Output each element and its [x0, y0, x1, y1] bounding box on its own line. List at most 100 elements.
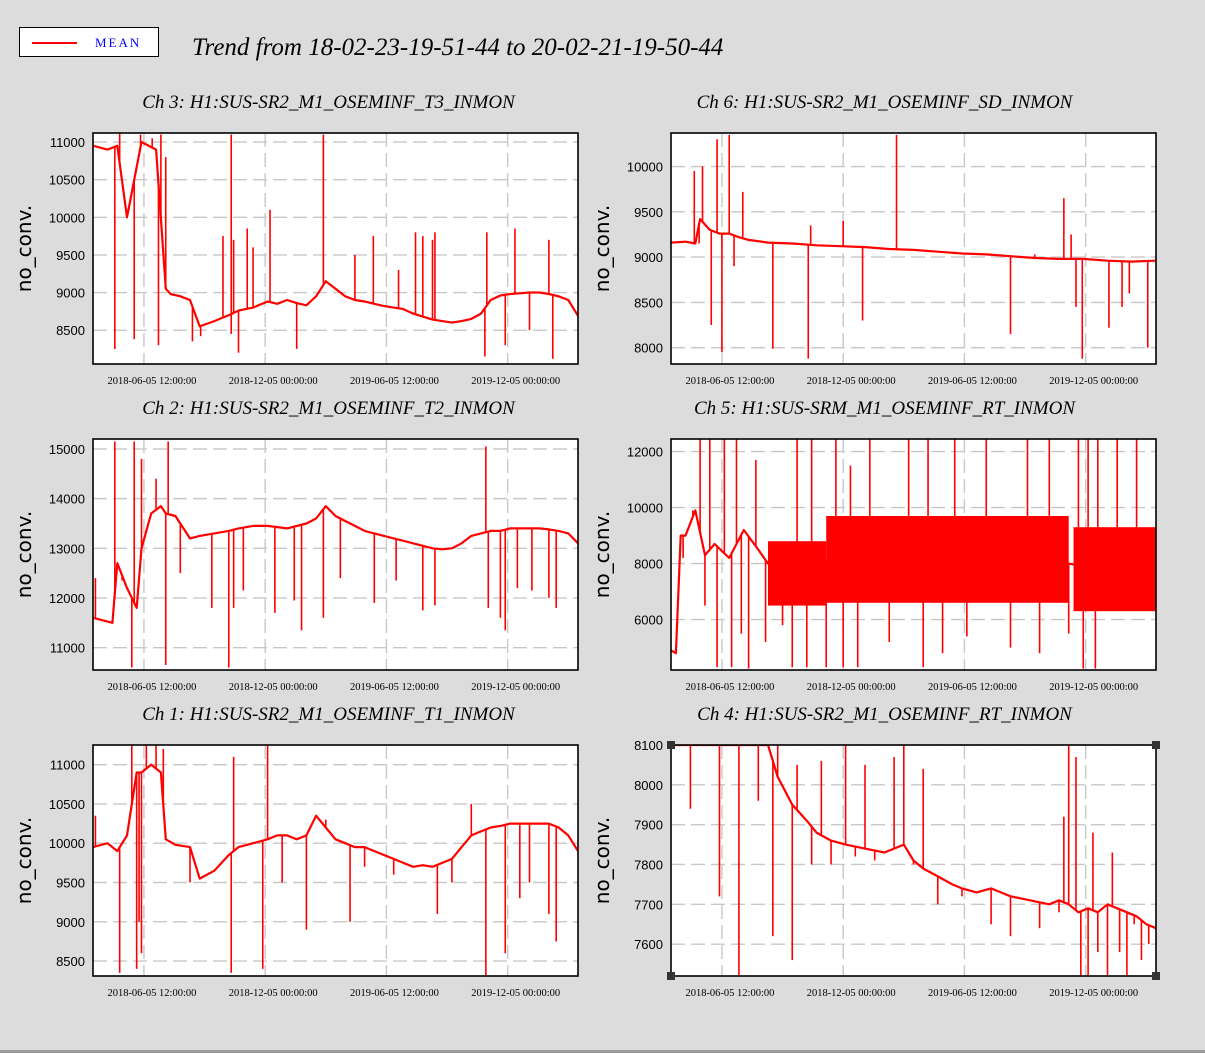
series-line	[93, 505, 578, 624]
y-tick-label: 7700	[634, 897, 663, 912]
y-tick-label: 9000	[56, 915, 85, 930]
y-tick-label: 11000	[50, 135, 85, 150]
x-tick-label: 2019-06-05 12:00:00	[928, 682, 1017, 693]
y-axis-label: no_conv.	[590, 205, 614, 292]
legend: MEAN	[19, 27, 159, 57]
y-tick-label: 8500	[56, 954, 85, 969]
selection-handle	[667, 972, 675, 980]
bottom-divider	[0, 1050, 1205, 1053]
chart-panel-4: Ch 5: H1:SUS-SRM_M1_OSEMINF_RT_INMON 6000…	[590, 398, 1157, 693]
chart-title: Ch 3: H1:SUS-SR2_M1_OSEMINF_T3_INMON	[142, 92, 516, 113]
y-tick-label: 10000	[49, 210, 85, 225]
y-tick-label: 10000	[627, 160, 663, 175]
x-tick-label: 2018-06-05 12:00:00	[107, 376, 196, 387]
x-tick-label: 2018-12-05 00:00:00	[229, 376, 318, 387]
y-tick-label: 7600	[634, 937, 663, 952]
x-tick-label: 2019-12-05 00:00:00	[471, 988, 560, 999]
x-tick-label: 2019-12-05 00:00:00	[471, 682, 560, 693]
y-tick-label: 11000	[50, 758, 85, 773]
y-tick-label: 12000	[49, 591, 85, 606]
x-tick-label: 2019-12-05 00:00:00	[471, 376, 560, 387]
y-tick-label: 6000	[634, 613, 663, 628]
x-tick-label: 2019-12-05 00:00:00	[1049, 682, 1138, 693]
plot-series-group	[93, 133, 578, 359]
x-tick-label: 2019-06-05 12:00:00	[350, 376, 439, 387]
plot-area	[93, 133, 578, 364]
y-tick-label: 8000	[634, 778, 663, 793]
chart-title: Ch 5: H1:SUS-SRM_M1_OSEMINF_RT_INMON	[694, 398, 1076, 419]
plot-series-group	[671, 745, 1156, 976]
y-tick-label: 7800	[634, 857, 663, 872]
x-tick-label: 2019-06-05 12:00:00	[928, 376, 1017, 387]
y-tick-label: 15000	[49, 442, 85, 457]
x-tick-label: 2018-06-05 12:00:00	[685, 988, 774, 999]
y-axis-label: no_conv.	[12, 817, 36, 904]
y-tick-label: 8500	[634, 295, 663, 310]
chart-title: Ch 4: H1:SUS-SR2_M1_OSEMINF_RT_INMON	[697, 704, 1073, 725]
legend-line-swatch	[32, 42, 77, 44]
x-tick-label: 2018-12-05 00:00:00	[807, 376, 896, 387]
plot-area	[671, 133, 1156, 364]
series-line	[671, 509, 1156, 655]
chart-panel-2: Ch 6: H1:SUS-SR2_M1_OSEMINF_SD_INMON 8000…	[590, 92, 1157, 387]
plot-area	[93, 745, 578, 976]
plot-area	[93, 439, 578, 670]
chart-panel-5: Ch 1: H1:SUS-SR2_M1_OSEMINF_T1_INMON 8500…	[12, 704, 579, 999]
y-tick-label: 14000	[49, 492, 85, 507]
y-axis-label: no_conv.	[12, 205, 36, 292]
plot-series-group	[671, 134, 1156, 359]
y-tick-label: 10000	[627, 501, 663, 516]
plot-frame	[92, 132, 579, 365]
chart-panel-3: Ch 2: H1:SUS-SR2_M1_OSEMINF_T2_INMON 1100…	[12, 398, 579, 693]
chart-panel-6: Ch 4: H1:SUS-SR2_M1_OSEMINF_RT_INMON 7600…	[590, 704, 1157, 999]
legend-label: MEAN	[95, 35, 142, 50]
noise-band	[1073, 527, 1156, 612]
chart-title: Ch 6: H1:SUS-SR2_M1_OSEMINF_SD_INMON	[697, 92, 1074, 113]
series-line	[93, 140, 578, 328]
y-tick-label: 12000	[627, 445, 663, 460]
plot-frame	[670, 744, 1157, 977]
x-tick-label: 2018-06-05 12:00:00	[685, 376, 774, 387]
y-tick-label: 10500	[49, 173, 85, 188]
y-tick-label: 8000	[634, 557, 663, 572]
y-tick-label: 9500	[56, 876, 85, 891]
x-tick-label: 2019-12-05 00:00:00	[1049, 376, 1138, 387]
plot-series-group	[93, 441, 578, 668]
y-tick-label: 7900	[634, 818, 663, 833]
y-axis-label: no_conv.	[590, 817, 614, 904]
selection-handle	[1152, 972, 1160, 980]
y-tick-label: 11000	[50, 641, 85, 656]
x-tick-label: 2018-06-05 12:00:00	[685, 682, 774, 693]
y-tick-label: 8500	[56, 323, 85, 338]
x-tick-label: 2018-06-05 12:00:00	[107, 682, 196, 693]
x-tick-label: 2018-12-05 00:00:00	[807, 988, 896, 999]
x-tick-label: 2018-12-05 00:00:00	[807, 682, 896, 693]
page-title: Trend from 18-02-23-19-51-44 to 20-02-21…	[192, 34, 724, 61]
y-tick-label: 9500	[634, 205, 663, 220]
plot-series-group	[93, 745, 578, 976]
plot-series-group	[671, 439, 1156, 669]
y-tick-label: 9000	[634, 250, 663, 265]
x-tick-label: 2019-06-05 12:00:00	[350, 988, 439, 999]
y-axis-label: no_conv.	[590, 511, 614, 598]
plot-frame	[92, 438, 579, 671]
series-line	[93, 763, 578, 880]
y-tick-label: 13000	[49, 541, 85, 556]
x-tick-label: 2019-12-05 00:00:00	[1049, 988, 1138, 999]
y-tick-label: 10500	[49, 797, 85, 812]
y-tick-label: 9000	[56, 286, 85, 301]
series-line	[671, 745, 1156, 930]
y-axis-label: no_conv.	[12, 511, 36, 598]
plot-frame	[670, 132, 1157, 365]
x-tick-label: 2019-06-05 12:00:00	[928, 988, 1017, 999]
plot-frame	[92, 744, 579, 977]
plot-frame	[670, 438, 1157, 671]
chart-panel-1: Ch 3: H1:SUS-SR2_M1_OSEMINF_T3_INMON 8500…	[12, 92, 579, 387]
y-tick-label: 10000	[49, 836, 85, 851]
chart-title: Ch 1: H1:SUS-SR2_M1_OSEMINF_T1_INMON	[142, 704, 516, 725]
chart-title: Ch 2: H1:SUS-SR2_M1_OSEMINF_T2_INMON	[142, 398, 516, 419]
noise-band	[826, 516, 1069, 603]
x-tick-label: 2018-12-05 00:00:00	[229, 988, 318, 999]
y-tick-label: 8000	[634, 341, 663, 356]
